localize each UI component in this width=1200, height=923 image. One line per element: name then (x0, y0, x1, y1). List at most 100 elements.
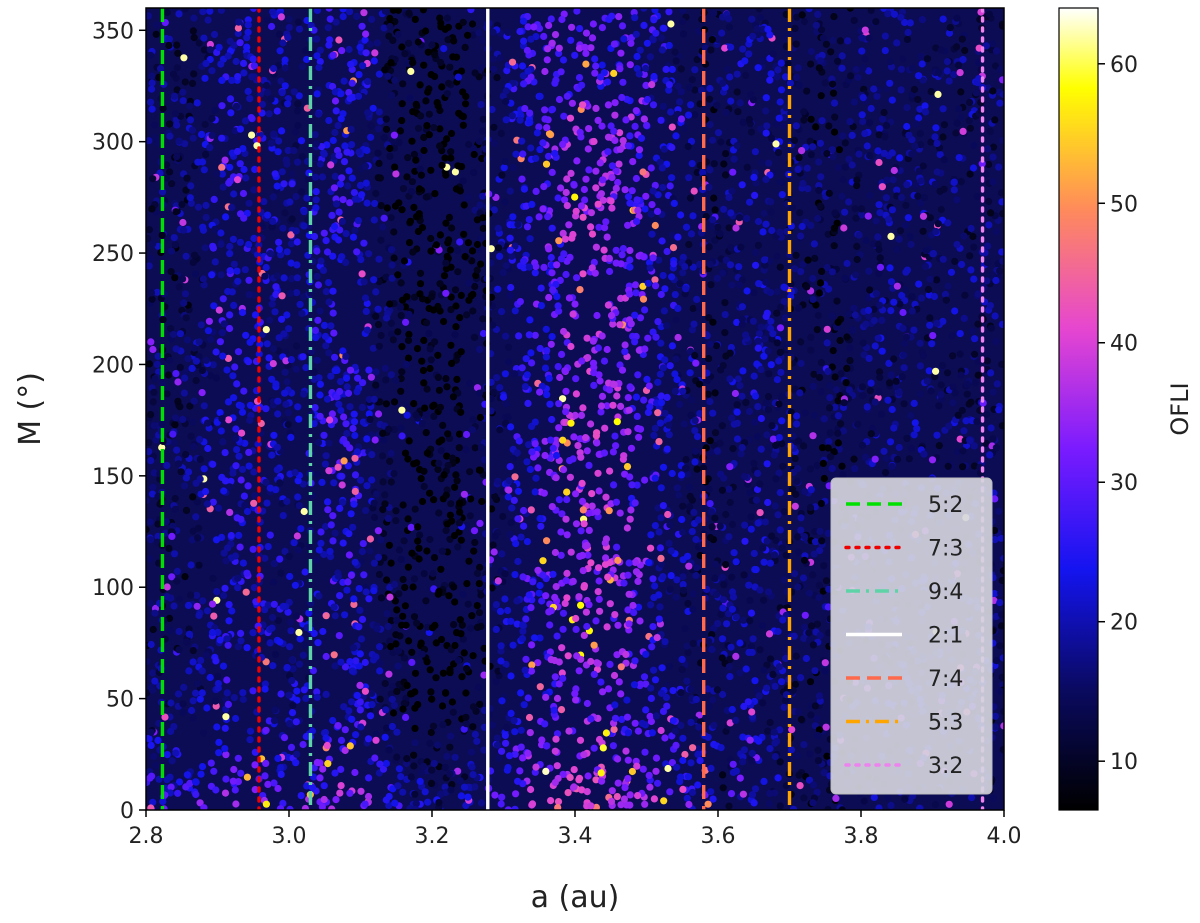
scatter-point (213, 672, 222, 681)
scatter-point (547, 253, 555, 262)
scatter-point (829, 347, 837, 355)
scatter-point (867, 430, 875, 438)
scatter-point (173, 64, 181, 72)
scatter-point (202, 356, 210, 364)
scatter-point (707, 788, 715, 796)
scatter-point (629, 158, 637, 166)
scatter-point (630, 608, 638, 617)
scatter-point (885, 379, 894, 387)
scatter-point (171, 274, 179, 282)
scatter-point (300, 222, 308, 230)
scatter-point (594, 588, 602, 596)
scatter-point (621, 341, 629, 349)
scatter-point (874, 233, 882, 241)
scatter-point (555, 400, 563, 408)
scatter-point (275, 245, 283, 253)
scatter-point (602, 493, 610, 501)
scatter-point (903, 181, 911, 189)
scatter-point (147, 289, 155, 297)
scatter-point (224, 700, 232, 709)
scatter-point (554, 363, 562, 371)
scatter-point (692, 571, 700, 580)
scatter-point (245, 276, 253, 284)
scatter-point (599, 196, 607, 204)
scatter-point (548, 503, 556, 511)
scatter-point (911, 419, 919, 427)
scatter-point (489, 28, 497, 36)
scatter-point (646, 783, 654, 791)
scatter-point (751, 418, 759, 426)
scatter-point (585, 509, 593, 517)
scatter-point (765, 159, 773, 167)
scatter-point (594, 344, 603, 352)
scatter-point (613, 651, 621, 659)
scatter-point (818, 444, 827, 452)
scatter-point (709, 795, 717, 803)
scatter-point (902, 201, 910, 209)
scatter-point (685, 562, 693, 570)
scatter-point (508, 252, 516, 260)
scatter-point (728, 187, 736, 195)
scatter-point (573, 274, 581, 282)
scatter-point (345, 45, 353, 54)
scatter-point (316, 58, 324, 66)
scatter-point (390, 701, 398, 709)
scatter-point (329, 82, 337, 91)
scatter-point (496, 607, 505, 616)
scatter-point (908, 293, 916, 301)
scatter-point (372, 189, 380, 198)
scatter-point (635, 146, 644, 154)
scatter-point (606, 600, 614, 608)
scatter-point (411, 15, 419, 23)
scatter-point (825, 438, 833, 446)
scatter-point (380, 554, 388, 562)
scatter-point (564, 652, 572, 660)
scatter-point (645, 382, 653, 390)
scatter-point (462, 430, 471, 439)
scatter-point (276, 555, 284, 563)
scatter-point (190, 34, 198, 42)
scatter-point (691, 458, 699, 466)
scatter-point (919, 212, 928, 220)
scatter-point (541, 106, 549, 114)
scatter-point (233, 380, 241, 388)
scatter-point (243, 209, 251, 217)
scatter-point (817, 359, 826, 367)
scatter-point (579, 270, 587, 278)
scatter-point (733, 318, 741, 326)
scatter-point (888, 206, 897, 214)
scatter-point (167, 247, 176, 255)
scatter-point (251, 311, 260, 319)
scatter-point (512, 540, 520, 548)
scatter-point (368, 701, 376, 709)
scatter-point (679, 253, 687, 261)
scatter-point (412, 800, 420, 808)
scatter-point (243, 773, 251, 781)
scatter-point (820, 562, 828, 570)
scatter-point (264, 601, 272, 609)
scatter-point (221, 789, 230, 797)
scatter-point (927, 387, 935, 395)
scatter-point (387, 559, 395, 567)
scatter-point (274, 754, 282, 763)
scatter-point (901, 795, 909, 803)
scatter-point (301, 615, 309, 623)
scatter-point (245, 291, 253, 299)
scatter-point (616, 129, 624, 137)
scatter-point (373, 39, 381, 47)
scatter-point (349, 233, 358, 241)
scatter-point (725, 485, 733, 493)
scatter-point (159, 104, 167, 112)
scatter-point (430, 401, 438, 409)
scatter-point (745, 407, 754, 416)
scatter-point (146, 497, 150, 505)
scatter-point (330, 184, 338, 192)
scatter-point (181, 573, 189, 581)
scatter-point (667, 108, 675, 116)
scatter-point (281, 209, 289, 217)
scatter-point (442, 171, 450, 179)
scatter-point (300, 208, 308, 216)
scatter-point (470, 547, 478, 555)
scatter-point (410, 460, 418, 468)
scatter-point (617, 49, 625, 57)
